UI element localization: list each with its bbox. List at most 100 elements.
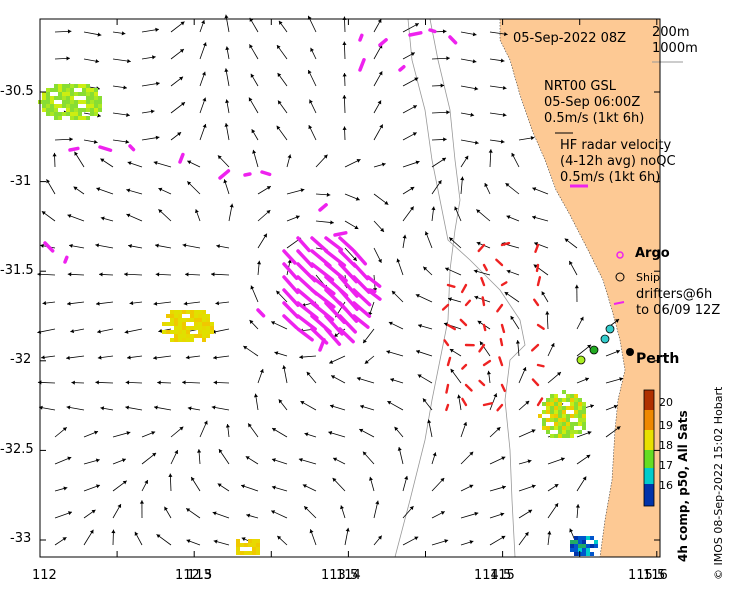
sst-pixel: [170, 322, 174, 326]
sst-pixel: [54, 104, 58, 108]
arrow-head: [202, 97, 207, 102]
current-vector-arrow: [309, 529, 317, 546]
arrow-head: [440, 83, 445, 88]
current-vector-arrow: [402, 206, 415, 222]
arrow-head: [278, 399, 283, 404]
arrow-head: [152, 452, 157, 457]
current-vector-arrow: [66, 301, 85, 306]
current-vector-arrow: [141, 55, 156, 60]
arrow-head: [74, 151, 79, 156]
arrow-head: [179, 426, 184, 431]
sst-pixel: [248, 539, 252, 543]
sst-pixel: [236, 539, 240, 543]
sst-patch: [538, 390, 586, 438]
arrow-head: [245, 456, 250, 460]
current-vector-arrow: [170, 21, 185, 33]
arrow-head: [150, 109, 155, 114]
arrow-head: [569, 260, 573, 265]
current-vector-arrow: [224, 14, 230, 33]
hf-vector: [63, 255, 69, 264]
arrow-head: [575, 504, 580, 508]
current-vector-arrow: [449, 348, 462, 357]
arrow-head: [396, 258, 401, 263]
sst-pixel: [82, 116, 86, 120]
hf-vector: [218, 169, 231, 180]
sst-pixel: [174, 318, 178, 322]
sst-pixel: [206, 314, 210, 318]
sst-pixel: [562, 418, 566, 422]
arrow-head: [100, 406, 105, 411]
arrow-head: [585, 377, 589, 382]
current-vector-arrow: [515, 340, 520, 357]
current-vector-arrow: [506, 269, 520, 276]
current-vector-arrow: [488, 149, 493, 168]
hf-vector: [338, 327, 355, 344]
coastline: [499, 19, 626, 558]
sst-pixel: [182, 330, 186, 334]
current-vector-arrow: [422, 266, 433, 276]
sst-pixel: [578, 422, 582, 426]
drifter-segment: [446, 356, 452, 367]
current-vector-arrow: [126, 213, 143, 222]
sst-pixel: [542, 426, 546, 430]
arrow-head: [46, 179, 50, 184]
current-vector-arrow: [141, 431, 156, 438]
current-vector-arrow: [155, 272, 172, 277]
current-vector-arrow: [124, 328, 143, 334]
current-vector-arrow: [489, 139, 505, 144]
arrow-head: [191, 477, 195, 482]
sst-pixel: [554, 422, 558, 426]
current-vector-arrow: [431, 157, 447, 168]
sst-pixel: [558, 430, 562, 434]
sst-pixel: [182, 334, 186, 338]
arrow-head: [63, 486, 68, 491]
current-vector-arrow: [576, 316, 584, 330]
arrow-head: [97, 113, 101, 118]
arrow-head: [225, 46, 230, 51]
current-vector-arrow: [298, 457, 317, 465]
current-vector-arrow: [271, 510, 288, 519]
arrow-head: [375, 500, 380, 505]
current-vector-arrow: [340, 505, 346, 519]
sst-pixel: [50, 88, 54, 92]
current-vector-arrow: [518, 531, 529, 546]
arrow-head: [100, 158, 105, 163]
hf-radar-vectors: [43, 28, 458, 352]
sst-pixel: [202, 326, 206, 330]
arrow-head: [164, 506, 168, 511]
current-vector-arrow: [373, 124, 384, 141]
arrow-head: [70, 329, 75, 334]
arrow-head: [477, 320, 482, 325]
arrow-head: [69, 243, 73, 248]
arrow-head: [276, 290, 281, 295]
sst-pixel: [86, 96, 90, 100]
current-vector-arrow: [257, 209, 271, 222]
arrow-head: [177, 132, 182, 136]
sst-pixel: [570, 422, 574, 426]
current-vector-arrow: [42, 301, 56, 306]
current-vector-arrow: [83, 484, 101, 492]
current-vector-arrow: [364, 355, 375, 365]
arrow-head: [569, 528, 574, 533]
current-vector-arrow: [373, 247, 382, 264]
drifter-segment: [478, 343, 486, 353]
arrow-head: [360, 404, 364, 409]
current-vector-arrow: [186, 181, 201, 195]
sst-pixel: [58, 88, 62, 92]
current-vector-arrow: [224, 123, 230, 141]
arrow-head: [414, 536, 419, 541]
arrow-head: [342, 41, 347, 45]
arrow-head: [217, 483, 222, 488]
sst-pixel: [54, 112, 58, 116]
current-vector-arrow: [387, 400, 404, 411]
arrow-head: [158, 187, 163, 192]
sst-pixel: [190, 326, 194, 330]
arrow-head: [182, 380, 186, 385]
sst-pixel: [578, 410, 582, 414]
isobath-200m: [407, 18, 526, 558]
current-vector-arrow: [402, 132, 417, 141]
current-vector-arrow: [518, 136, 535, 141]
sst-pixel: [62, 88, 66, 92]
arrow-head: [444, 539, 449, 544]
sst-pixel: [62, 112, 66, 116]
